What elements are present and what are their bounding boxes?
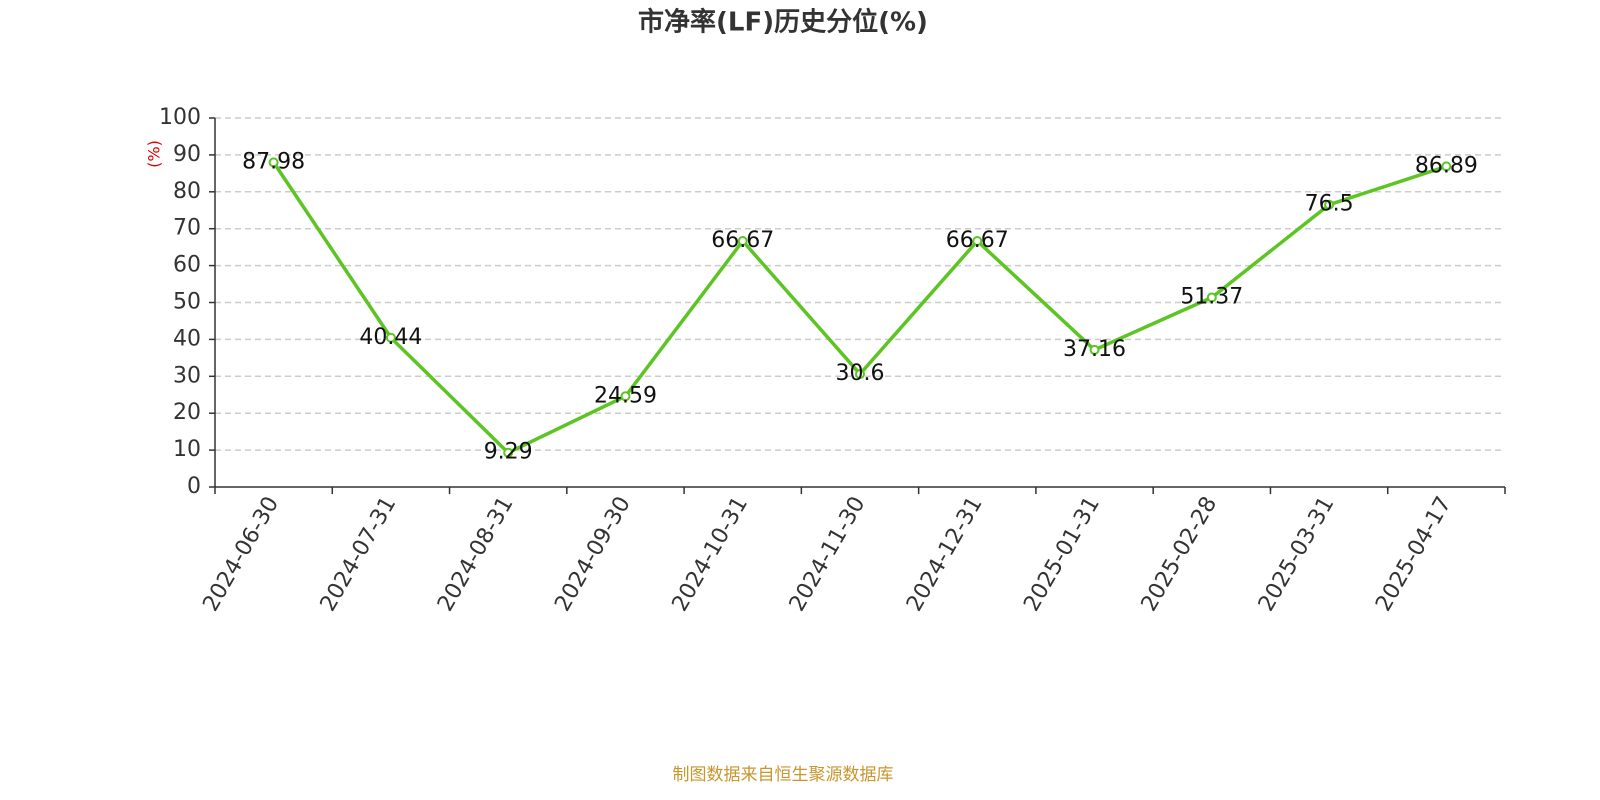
x-tick-label: 2025-01-31 bbox=[1019, 493, 1105, 616]
y-tick-label: 50 bbox=[173, 290, 201, 315]
line bbox=[272, 161, 1447, 455]
x-tick-label: 2024-10-31 bbox=[668, 493, 754, 616]
data-label: 51.37 bbox=[1180, 284, 1243, 309]
point bbox=[620, 391, 631, 402]
y-tick-label: 60 bbox=[173, 253, 201, 278]
point bbox=[385, 332, 396, 343]
point bbox=[1324, 199, 1335, 210]
x-tick-label: 2024-12-31 bbox=[902, 493, 988, 616]
point bbox=[1206, 292, 1217, 303]
y-tick-label: 40 bbox=[173, 326, 201, 351]
point bbox=[855, 369, 865, 380]
data-label: 37.16 bbox=[1063, 337, 1126, 362]
data-label: 87.98 bbox=[242, 149, 305, 174]
y-tick-label: 0 bbox=[187, 474, 201, 499]
x-tick-label: 2024-08-31 bbox=[433, 493, 519, 616]
x-tick-label: 2024-07-31 bbox=[316, 492, 402, 615]
data-label: 40.44 bbox=[359, 325, 422, 350]
y-tick-label: 70 bbox=[173, 216, 201, 241]
point bbox=[737, 235, 748, 246]
y-tick-label: 20 bbox=[173, 400, 201, 425]
point bbox=[268, 157, 279, 168]
x-tick-label: 2025-02-28 bbox=[1137, 493, 1223, 616]
y-tick-label: 80 bbox=[173, 179, 201, 204]
y-tick-label: 90 bbox=[173, 142, 201, 167]
x-tick-label: 2024-11-30 bbox=[785, 493, 871, 616]
data-label: 86.89 bbox=[1415, 153, 1478, 178]
data-label: 66.67 bbox=[711, 228, 774, 253]
y-axis-label: (%) bbox=[145, 140, 164, 168]
data-label: 30.6 bbox=[836, 361, 885, 386]
point bbox=[503, 447, 514, 458]
y-tick-label: 10 bbox=[173, 437, 201, 462]
point bbox=[1441, 161, 1452, 172]
y-tick-label: 100 bbox=[159, 105, 201, 130]
data-label: 76.5 bbox=[1305, 192, 1354, 217]
y-tick-label: 30 bbox=[173, 363, 201, 388]
point bbox=[972, 235, 983, 246]
x-tick-label: 2025-03-31 bbox=[1254, 493, 1340, 616]
data-label: 24.59 bbox=[594, 383, 657, 408]
data-label: 66.67 bbox=[946, 228, 1009, 253]
x-tick-label: 2024-09-30 bbox=[550, 493, 636, 616]
chart-title: 市净率(LF)历史分位(%) bbox=[638, 7, 928, 38]
point bbox=[1089, 344, 1100, 355]
data-label: 9.29 bbox=[484, 440, 533, 465]
x-tick-label: 2024-06-30 bbox=[198, 493, 284, 616]
source-note: 制图数据来自恒生聚源数据库 bbox=[673, 765, 894, 785]
x-tick-label: 2025-04-17 bbox=[1371, 493, 1457, 616]
